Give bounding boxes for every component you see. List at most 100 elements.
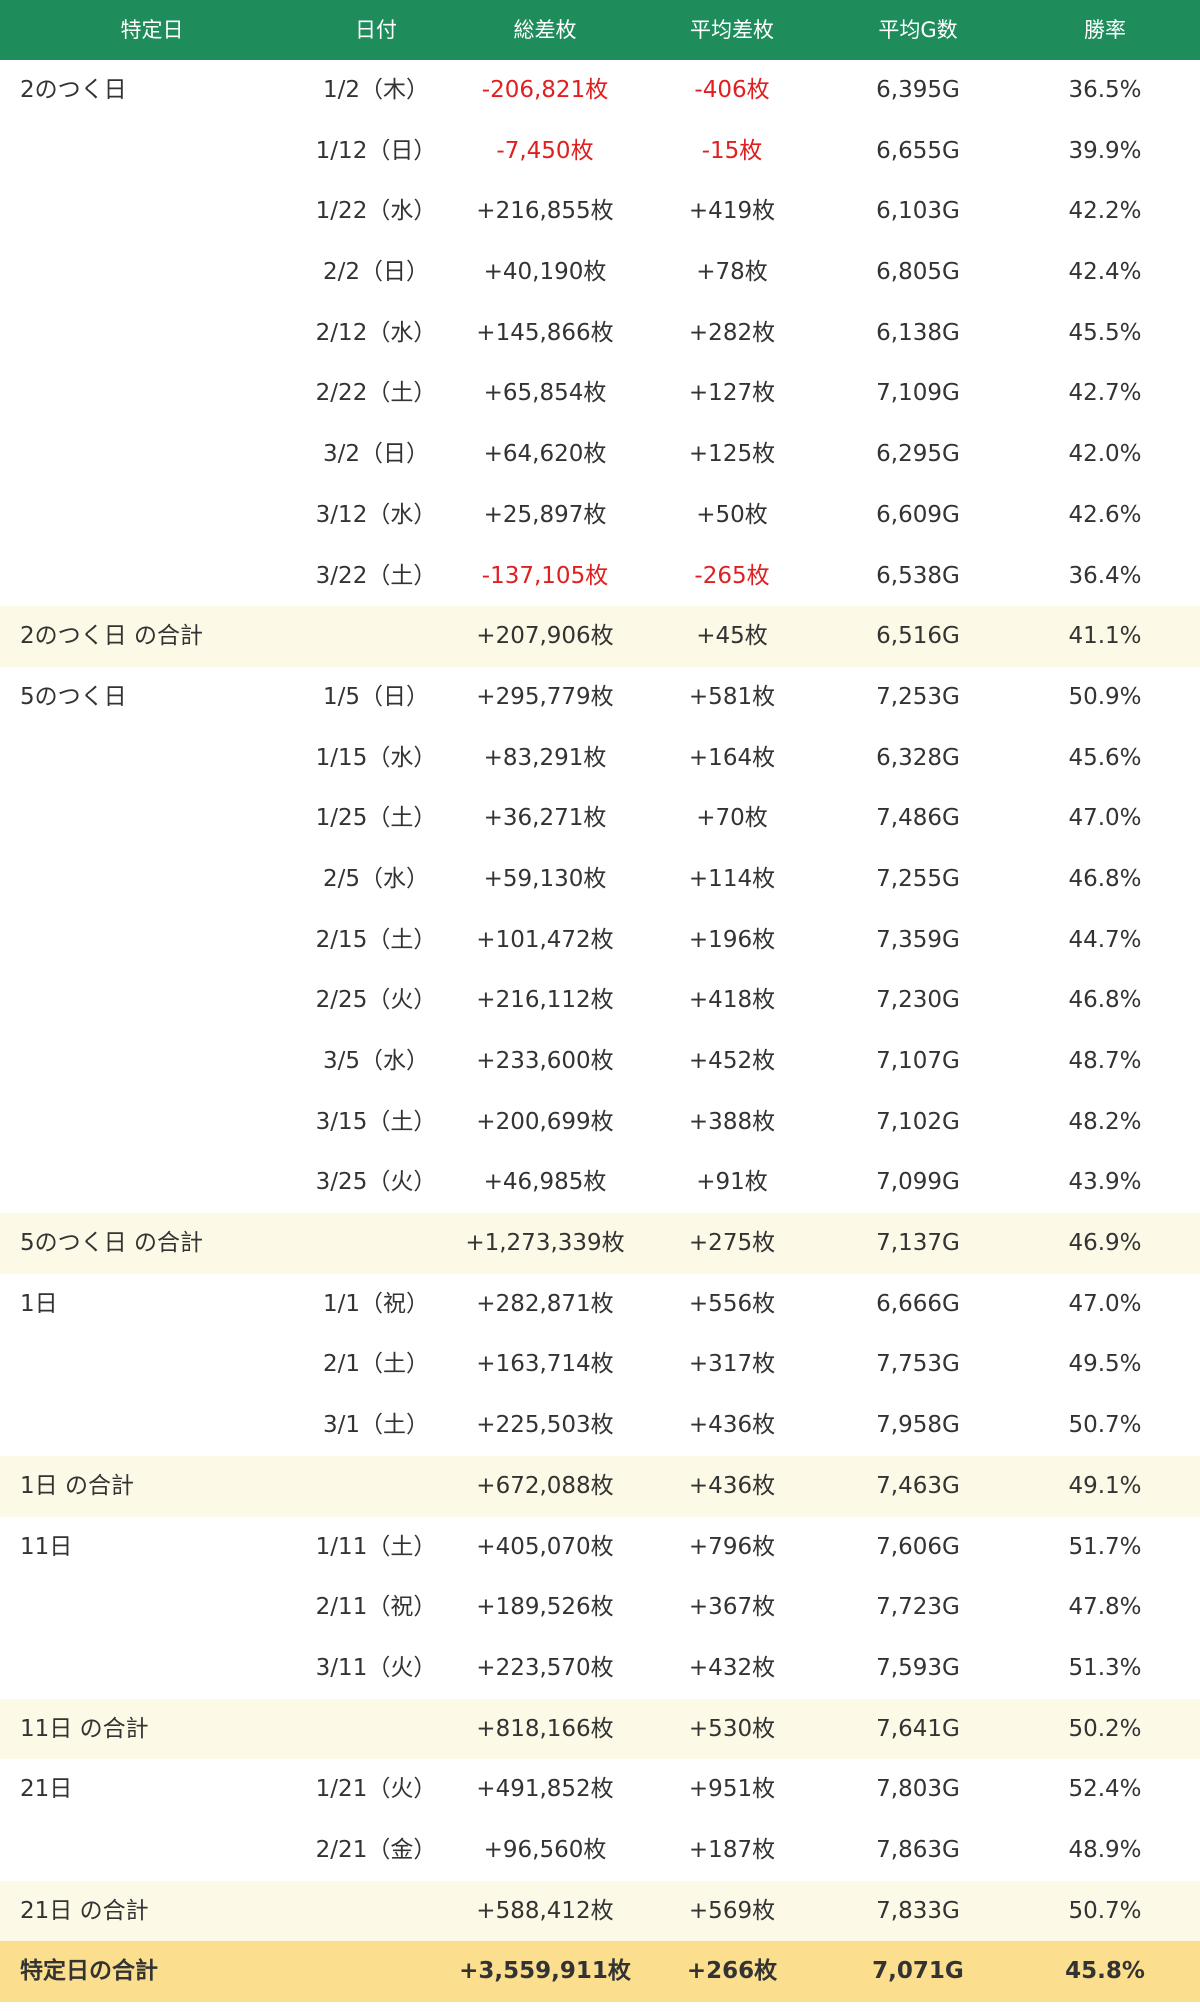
row-avg-diff: +530枚 xyxy=(688,1715,776,1742)
header-date: 日付 xyxy=(355,18,397,42)
row-win-rate: 47.0% xyxy=(1068,805,1142,832)
table-row: 2/22（土） +65,854枚 +127枚 7,109G 42.7% xyxy=(0,363,1200,424)
table-row: 1/22（水） +216,855枚 +419枚 6,103G 42.2% xyxy=(0,181,1200,242)
row-win-rate: 50.7% xyxy=(1068,1897,1142,1924)
table-row: 1/15（水） +83,291枚 +164枚 6,328G 45.6% xyxy=(0,728,1200,789)
row-win-rate: 51.3% xyxy=(1068,1654,1142,1681)
row-date: 2/12（水） xyxy=(315,319,437,346)
row-avg-games: 7,958G xyxy=(876,1412,960,1439)
row-avg-diff: +569枚 xyxy=(688,1897,776,1924)
row-label: 2のつく日 xyxy=(20,77,127,103)
row-avg-games: 7,641G xyxy=(876,1715,960,1742)
row-avg-games: 7,107G xyxy=(876,1048,960,1074)
table-row: 3/12（水） +25,897枚 +50枚 6,609G 42.6% xyxy=(0,485,1200,546)
row-label: 5のつく日 の合計 xyxy=(20,1230,203,1257)
row-win-rate: 49.5% xyxy=(1068,1351,1142,1378)
row-date: 3/5（水） xyxy=(322,1048,430,1074)
row-total-diff: +65,854枚 xyxy=(483,380,607,407)
row-win-rate: 44.7% xyxy=(1068,926,1142,953)
row-win-rate: 48.9% xyxy=(1068,1836,1142,1863)
row-date: 2/21（金） xyxy=(315,1836,437,1863)
table-row: 2/2（日） +40,190枚 +78枚 6,805G 42.4% xyxy=(0,242,1200,303)
table-row: 3/11（火） +223,570枚 +432枚 7,593G 51.3% xyxy=(0,1638,1200,1699)
row-avg-games: 6,516G xyxy=(876,623,960,650)
row-avg-diff: +436枚 xyxy=(688,1412,776,1439)
table-row: 3/25（火） +46,985枚 +91枚 7,099G 43.9% xyxy=(0,1152,1200,1213)
row-avg-games: 6,538G xyxy=(876,562,960,589)
row-win-rate: 50.2% xyxy=(1068,1715,1142,1742)
table-row: 3/5（水） +233,600枚 +452枚 7,107G 48.7% xyxy=(0,1031,1200,1092)
row-total-diff: +40,190枚 xyxy=(483,259,607,286)
row-avg-games: 7,359G xyxy=(876,926,960,953)
table-row: 2/21（金） +96,560枚 +187枚 7,863G 48.9% xyxy=(0,1820,1200,1881)
row-avg-games: 7,486G xyxy=(876,805,960,832)
row-win-rate: 52.4% xyxy=(1068,1776,1142,1803)
row-win-rate: 42.6% xyxy=(1068,501,1142,528)
row-win-rate: 49.1% xyxy=(1068,1472,1142,1499)
row-date: 1/22（水） xyxy=(315,198,437,225)
row-win-rate: 42.4% xyxy=(1068,259,1142,286)
row-total-diff: +282,871枚 xyxy=(476,1290,614,1317)
row-date: 2/25（火） xyxy=(315,987,437,1014)
row-avg-diff: +50枚 xyxy=(696,501,768,528)
table-row: 11日 1/11（土） +405,070枚 +796枚 7,606G 51.7% xyxy=(0,1517,1200,1578)
row-total-diff: -137,105枚 xyxy=(481,562,609,589)
row-avg-diff: +388枚 xyxy=(688,1108,776,1135)
row-avg-games: 7,255G xyxy=(876,865,960,892)
table-row: 2/25（火） +216,112枚 +418枚 7,230G 46.8% xyxy=(0,970,1200,1031)
row-total-diff: +96,560枚 xyxy=(483,1836,607,1863)
row-date: 1/2（木） xyxy=(322,77,430,103)
row-avg-games: 6,138G xyxy=(876,319,960,346)
table-row: 3/1（土） +225,503枚 +436枚 7,958G 50.7% xyxy=(0,1395,1200,1456)
row-avg-diff: +114枚 xyxy=(688,865,776,892)
grand-total-row: 特定日の合計 +3,559,911枚 +266枚 7,071G 45.8% xyxy=(0,1941,1200,2002)
row-total-diff: +101,472枚 xyxy=(476,926,614,953)
row-total-diff: +223,570枚 xyxy=(476,1654,614,1681)
row-avg-diff: +196枚 xyxy=(688,926,776,953)
row-label: 2のつく日 の合計 xyxy=(20,623,203,650)
table-row: 1/12（日） -7,450枚 -15枚 6,655G 39.9% xyxy=(0,121,1200,182)
row-avg-games: 7,253G xyxy=(876,683,960,710)
row-win-rate: 46.8% xyxy=(1068,987,1142,1014)
row-avg-diff: +70枚 xyxy=(696,805,768,832)
row-win-rate: 41.1% xyxy=(1068,623,1142,650)
row-date: 1/21（火） xyxy=(315,1776,437,1803)
header-avg-diff: 平均差枚 xyxy=(690,18,774,42)
row-date: 3/22（土） xyxy=(315,562,437,589)
row-avg-diff: +125枚 xyxy=(688,441,776,468)
table-row: 2/5（水） +59,130枚 +114枚 7,255G 46.8% xyxy=(0,849,1200,910)
row-date: 1/5（日） xyxy=(322,683,430,710)
row-avg-games: 6,805G xyxy=(876,259,960,286)
row-win-rate: 47.8% xyxy=(1068,1594,1142,1621)
subtotal-row: 2のつく日 の合計 +207,906枚 +45枚 6,516G 41.1% xyxy=(0,606,1200,667)
row-label: 11日 xyxy=(20,1533,73,1560)
row-date: 2/11（祝） xyxy=(315,1594,437,1621)
row-total-diff: +36,271枚 xyxy=(483,805,607,832)
row-date: 2/22（土） xyxy=(315,380,437,407)
row-label: 5のつく日 xyxy=(20,683,127,710)
row-label: 1日 xyxy=(20,1290,58,1317)
row-win-rate: 46.8% xyxy=(1068,865,1142,892)
row-date: 3/25（火） xyxy=(315,1169,437,1196)
row-total-diff: +59,130枚 xyxy=(483,865,607,892)
row-avg-diff: +164枚 xyxy=(688,744,776,771)
table-row: 2/15（土） +101,472枚 +196枚 7,359G 44.7% xyxy=(0,910,1200,971)
row-avg-games: 7,463G xyxy=(876,1472,960,1499)
row-avg-diff: +45枚 xyxy=(696,623,768,650)
row-avg-games: 7,753G xyxy=(876,1351,960,1378)
row-avg-games: 7,723G xyxy=(876,1594,960,1621)
row-date: 2/1（土） xyxy=(322,1351,430,1378)
row-avg-diff: +436枚 xyxy=(688,1472,776,1499)
row-avg-diff: +91枚 xyxy=(696,1169,768,1196)
row-avg-games: 7,833G xyxy=(876,1897,960,1924)
row-win-rate: 36.5% xyxy=(1068,77,1142,103)
row-total-diff: +295,779枚 xyxy=(476,683,614,710)
subtotal-row: 1日 の合計 +672,088枚 +436枚 7,463G 49.1% xyxy=(0,1455,1200,1517)
row-avg-diff: +78枚 xyxy=(696,259,768,286)
row-avg-diff: +187枚 xyxy=(688,1836,776,1863)
row-avg-games: 7,593G xyxy=(876,1654,960,1681)
table-row: 21日 1/21（火） +491,852枚 +951枚 7,803G 52.4% xyxy=(0,1759,1200,1820)
row-date: 3/12（水） xyxy=(315,501,437,528)
row-date: 3/15（土） xyxy=(315,1108,437,1135)
